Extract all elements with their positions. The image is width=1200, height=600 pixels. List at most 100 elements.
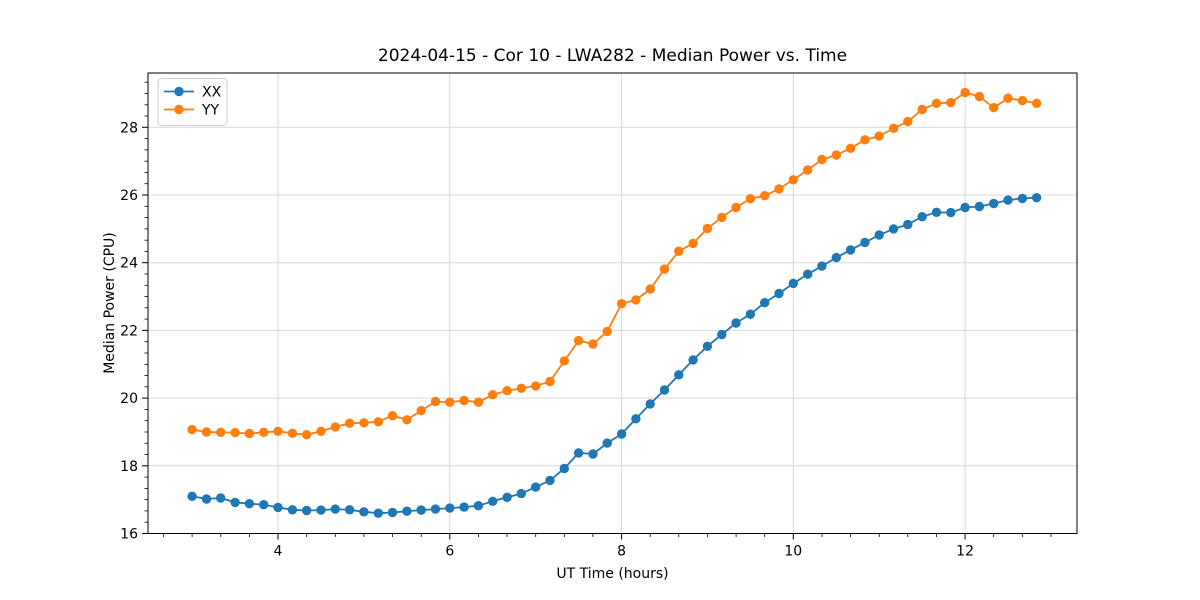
series-yy-marker <box>301 430 312 440</box>
series-yy-marker <box>430 396 441 407</box>
series-xx-marker <box>659 385 670 395</box>
series-xx-marker <box>259 500 269 510</box>
series-xx-marker <box>946 207 956 218</box>
series-xx-marker <box>989 198 999 209</box>
series-yy-marker <box>717 212 727 223</box>
series-yy-marker <box>187 424 197 435</box>
series-yy-marker <box>860 135 870 145</box>
y-tick-label: 22 <box>120 323 138 339</box>
series-yy-marker <box>831 150 841 160</box>
series-yy-marker <box>502 386 512 396</box>
series-yy-marker <box>244 428 255 439</box>
series-yy-marker <box>631 295 641 305</box>
series-xx-marker <box>373 508 383 518</box>
series-yy-marker <box>817 154 827 165</box>
series-xx-marker <box>216 493 226 503</box>
series-xx-marker <box>201 494 212 504</box>
series-yy-marker <box>588 339 598 349</box>
series-yy-marker <box>960 87 970 98</box>
series-xx-marker <box>917 212 927 222</box>
series-xx-marker <box>430 504 441 514</box>
series-yy-marker <box>903 116 913 127</box>
x-tick-label: 10 <box>784 544 802 560</box>
series-yy-marker <box>917 104 927 115</box>
series-yy-marker <box>803 165 813 175</box>
series-yy-marker <box>974 91 985 102</box>
series-yy-marker <box>273 426 283 436</box>
series-yy-marker <box>316 426 326 436</box>
series-xx-marker <box>416 505 426 515</box>
series-yy-marker <box>330 422 340 432</box>
series-yy-line <box>191 91 1037 436</box>
series-yy-marker <box>659 264 670 274</box>
series-xx-marker <box>831 252 841 263</box>
y-tick-label: 24 <box>120 256 138 272</box>
series-yy-marker <box>216 427 226 437</box>
series-xx-marker <box>573 448 584 458</box>
series-yy-marker <box>545 376 555 387</box>
series-yy-marker <box>287 428 298 438</box>
series-xx-marker <box>631 414 641 424</box>
y-tick-label: 20 <box>120 391 138 407</box>
series-xx-marker <box>788 278 798 289</box>
legend-label: YY <box>201 103 220 119</box>
series-xx-marker <box>330 504 340 514</box>
series-yy-marker <box>774 184 784 194</box>
series-yy-marker <box>516 383 526 393</box>
series-yy-marker <box>688 238 698 249</box>
series-yy-marker <box>874 131 884 141</box>
series-xx-marker <box>760 298 770 308</box>
series-xx-marker <box>688 355 698 365</box>
series-xx-marker <box>960 202 970 213</box>
series-yy-marker <box>473 397 484 407</box>
x-tick-label: 12 <box>956 544 974 560</box>
series-xx-marker <box>702 341 713 351</box>
series-yy-marker <box>745 194 756 204</box>
series-xx-marker <box>803 269 813 279</box>
series-xx-marker <box>359 507 369 517</box>
series-yy-marker <box>459 395 469 406</box>
series-xx-marker <box>230 497 240 508</box>
series-xx-marker <box>387 507 398 518</box>
series-yy-marker <box>259 427 269 437</box>
series-xx-marker <box>888 224 899 234</box>
series-xx-marker <box>244 499 255 509</box>
series-xx-marker <box>287 505 298 515</box>
series-xx-marker <box>473 501 484 511</box>
chart-title: 2024-04-15 - Cor 10 - LWA282 - Median Po… <box>377 46 848 66</box>
series-xx-marker <box>817 261 827 271</box>
series-yy-marker <box>387 411 398 421</box>
x-tick-label: 6 <box>445 544 454 560</box>
x-axis-label: UT Time (hours) <box>556 566 669 582</box>
x-tick-label: 4 <box>274 544 283 560</box>
series-xx-marker <box>1031 193 1042 203</box>
series-xx-marker <box>588 449 598 459</box>
series-yy-marker <box>230 427 240 438</box>
x-tick-label: 8 <box>617 544 626 560</box>
series-xx-marker <box>602 438 612 448</box>
series-yy-marker <box>373 417 383 427</box>
series-xx-marker <box>931 207 942 217</box>
series-xx-marker <box>974 201 985 212</box>
series-xx-marker <box>874 230 884 240</box>
y-axis-label: Median Power (CPU) <box>102 232 118 374</box>
series-yy-marker <box>616 299 627 309</box>
series-yy-marker <box>531 381 541 391</box>
y-tick-label: 28 <box>120 120 138 136</box>
series-xx-marker <box>1017 193 1028 204</box>
series-yy-marker <box>931 98 942 109</box>
series-xx-marker <box>273 502 283 513</box>
series-yy-marker <box>402 415 412 425</box>
series-xx-marker <box>545 475 555 486</box>
series-xx-marker <box>616 429 627 439</box>
series-xx-marker <box>745 309 756 319</box>
series-xx-marker <box>559 463 569 474</box>
series-yy-marker <box>989 103 999 113</box>
series-yy-marker <box>1017 95 1028 106</box>
legend-swatch-marker <box>174 104 184 115</box>
series-yy-marker <box>731 202 741 213</box>
series-xx-marker <box>860 237 870 248</box>
series-xx-marker <box>344 505 355 515</box>
